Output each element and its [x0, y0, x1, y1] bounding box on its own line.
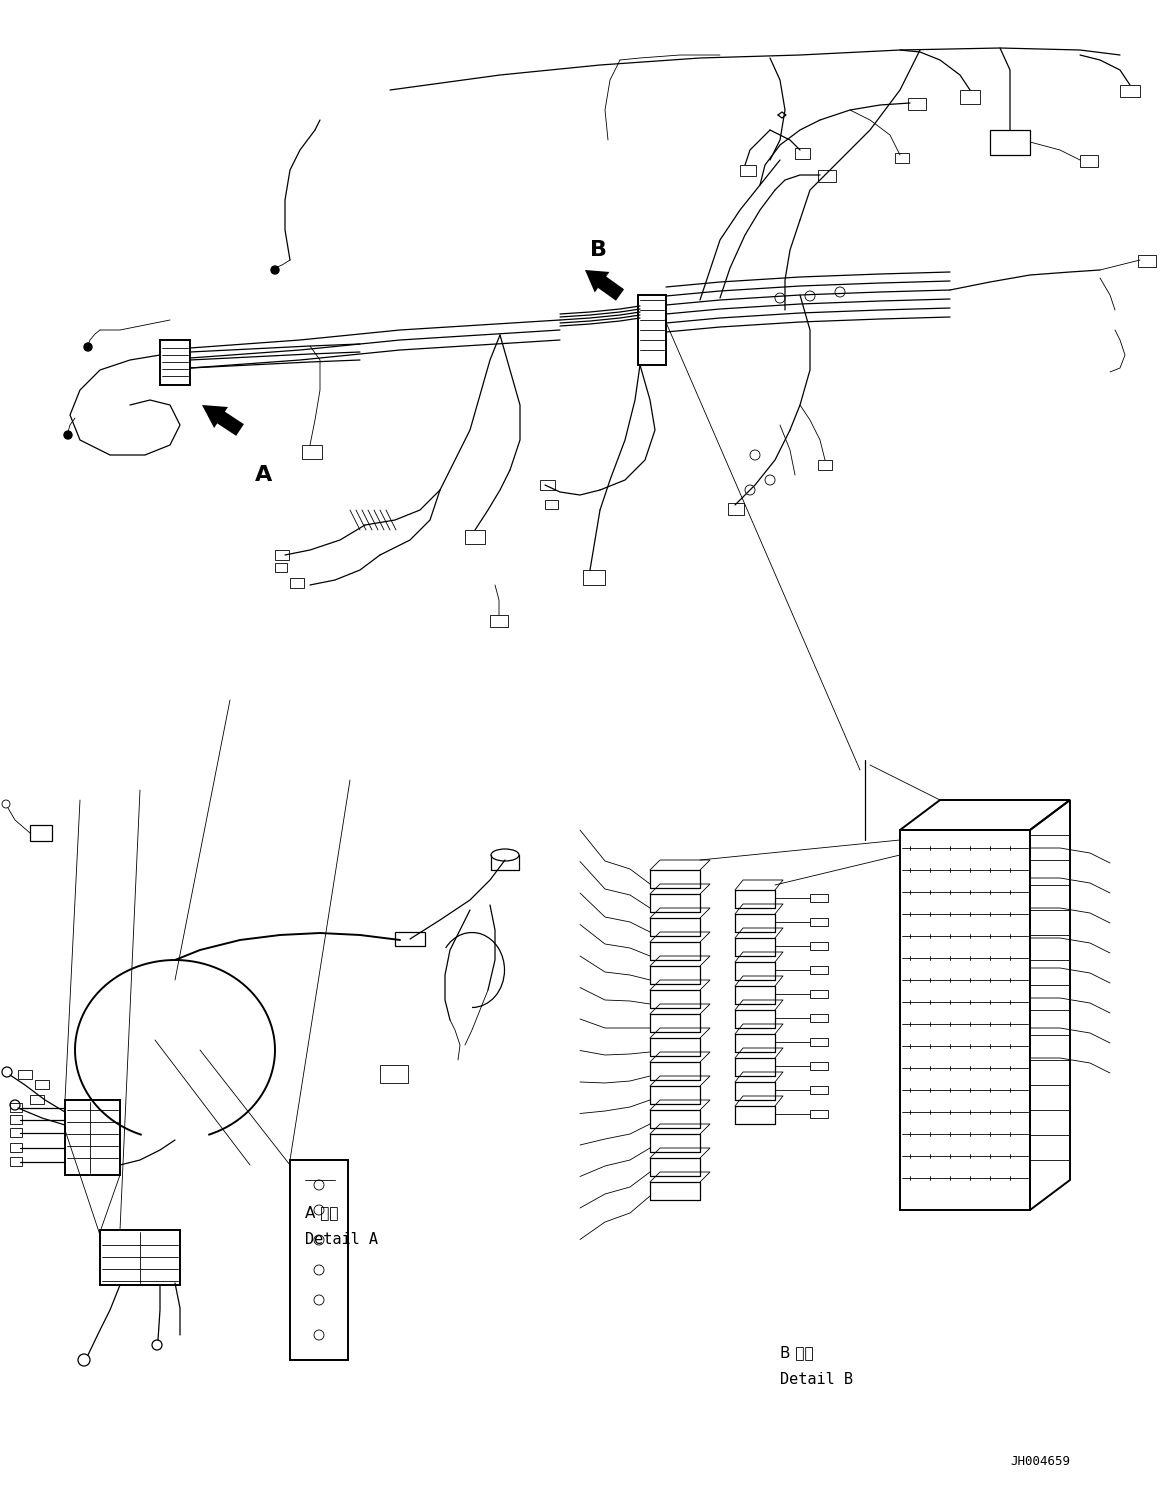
- Bar: [160, 339, 190, 385]
- Bar: [959, 89, 980, 104]
- Bar: [10, 1115, 22, 1123]
- Bar: [290, 577, 304, 588]
- Bar: [274, 562, 287, 571]
- Bar: [900, 830, 1030, 1210]
- Bar: [809, 1039, 828, 1046]
- Bar: [583, 570, 605, 585]
- FancyArrow shape: [585, 269, 625, 301]
- Bar: [1139, 254, 1156, 266]
- Bar: [17, 1070, 33, 1079]
- Text: A 詳細: A 詳細: [305, 1205, 338, 1220]
- Bar: [809, 1062, 828, 1070]
- Bar: [274, 551, 288, 559]
- Text: A: A: [255, 464, 272, 485]
- Bar: [728, 503, 744, 515]
- Bar: [302, 445, 322, 458]
- Bar: [795, 147, 809, 159]
- Text: B: B: [590, 240, 607, 260]
- Bar: [908, 98, 926, 110]
- Bar: [896, 153, 909, 164]
- Bar: [809, 894, 828, 902]
- Bar: [65, 1100, 120, 1176]
- Bar: [380, 1065, 408, 1083]
- Bar: [1120, 85, 1140, 97]
- Bar: [10, 1128, 22, 1137]
- FancyArrow shape: [202, 405, 244, 436]
- Bar: [740, 165, 756, 176]
- Text: JH004659: JH004659: [1009, 1455, 1070, 1469]
- Bar: [809, 1110, 828, 1117]
- Bar: [30, 1095, 44, 1104]
- Bar: [10, 1143, 22, 1152]
- Bar: [809, 918, 828, 926]
- Bar: [10, 1103, 22, 1112]
- Circle shape: [271, 266, 279, 274]
- Bar: [100, 1231, 180, 1286]
- Bar: [35, 1080, 49, 1089]
- Bar: [809, 1013, 828, 1022]
- Bar: [809, 966, 828, 975]
- Bar: [545, 500, 558, 509]
- Circle shape: [64, 432, 72, 439]
- Bar: [10, 1158, 22, 1167]
- Bar: [818, 170, 836, 182]
- Bar: [395, 931, 424, 946]
- Bar: [490, 615, 508, 626]
- Text: Detail B: Detail B: [780, 1372, 852, 1387]
- Bar: [809, 1086, 828, 1094]
- Bar: [30, 824, 52, 841]
- Bar: [809, 990, 828, 998]
- Bar: [540, 481, 555, 490]
- Bar: [818, 460, 832, 470]
- Bar: [1080, 155, 1098, 167]
- Bar: [809, 942, 828, 949]
- Text: B 詳細: B 詳細: [780, 1345, 814, 1360]
- Text: Detail A: Detail A: [305, 1232, 378, 1247]
- Circle shape: [84, 344, 92, 351]
- Bar: [638, 295, 666, 365]
- Bar: [990, 129, 1030, 155]
- Bar: [290, 1161, 348, 1360]
- Bar: [465, 530, 485, 545]
